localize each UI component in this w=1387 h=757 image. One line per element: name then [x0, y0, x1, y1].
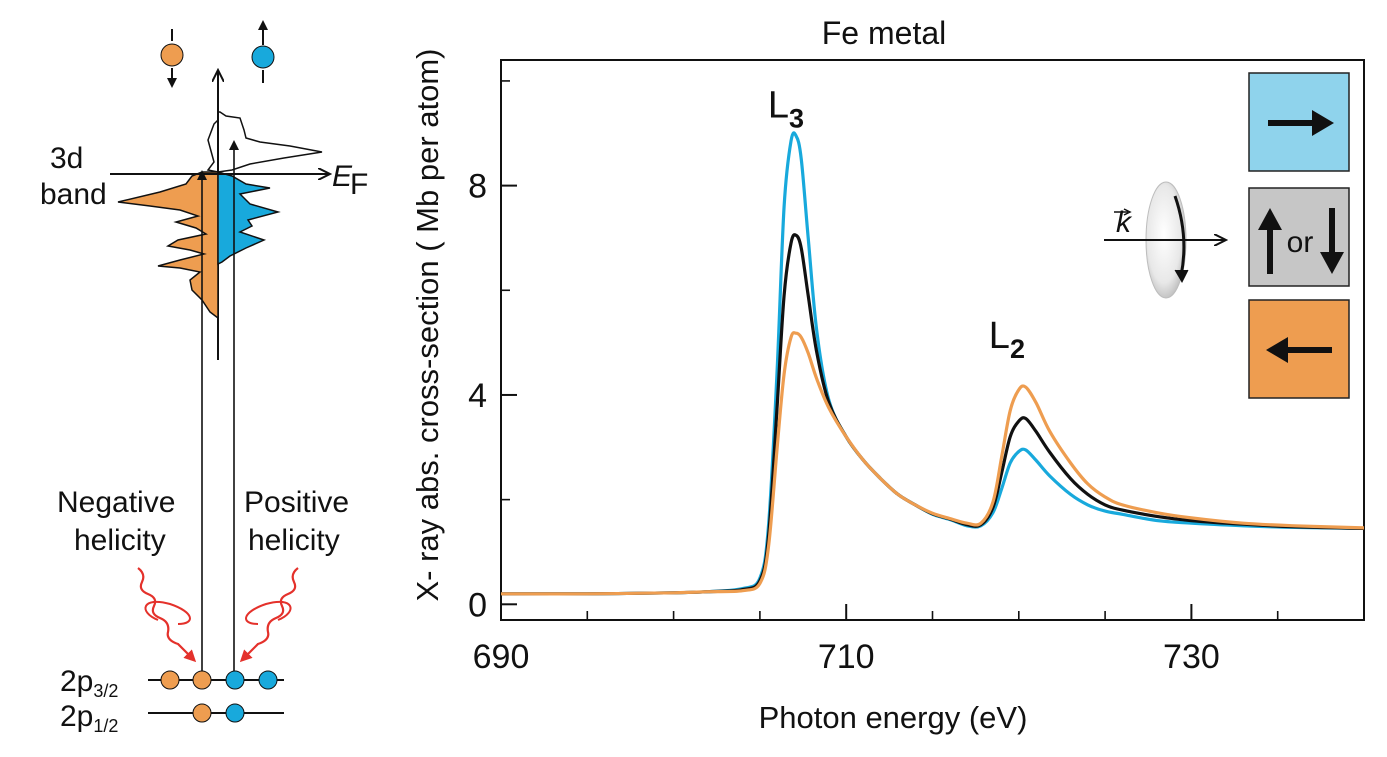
- y-tick-label: 8: [468, 168, 487, 206]
- peak-label: L3: [768, 85, 804, 134]
- series-layer: [500, 131, 1365, 596]
- electron-icon: [225, 703, 245, 723]
- fermi-level-label: E: [332, 160, 353, 193]
- polarization-inset: or k: [1104, 72, 1350, 399]
- series-line-negative-helicity: [500, 331, 1365, 596]
- level-2p12-label: 2p1/2: [60, 700, 118, 736]
- series-line-linear: [500, 233, 1365, 596]
- band-label-line2: band: [40, 178, 107, 211]
- x-axis-title: Photon energy (eV): [759, 700, 1028, 735]
- dos-spin-up-empty: [217, 111, 323, 173]
- level-2p32-label: 2p3/2: [60, 665, 118, 701]
- y-axis-title: X- ray abs. cross-section ( Mb per atom): [410, 49, 445, 602]
- y-tick-label: 0: [468, 586, 487, 624]
- electron-icon: [258, 670, 278, 690]
- peak-label: L2: [989, 315, 1025, 364]
- k-vector-label: k: [1116, 206, 1133, 239]
- dos-spin-down-filled: [117, 171, 219, 320]
- or-label: or: [1287, 226, 1314, 259]
- peak-annotations: L3 L2: [768, 85, 1025, 364]
- axis-tick-labels: 690 710 730 0 4 8: [468, 168, 1220, 676]
- wave-vector-icon: k: [1104, 181, 1226, 299]
- y-tick-label: 4: [468, 377, 487, 415]
- negative-helicity-label-2: helicity: [74, 524, 166, 557]
- electron-icon: [192, 670, 212, 690]
- up-arrow-icon: [1258, 208, 1282, 274]
- x-tick-label: 690: [473, 638, 530, 676]
- photon-negative-helicity-circle: [144, 600, 191, 625]
- positive-helicity-label-2: helicity: [248, 524, 340, 557]
- electron-icon: [160, 670, 180, 690]
- left-arrow-icon: [1266, 337, 1332, 363]
- down-arrow-icon: [1320, 208, 1344, 274]
- spectrum-chart: Fe metal 690 710 730 0 4 8 L3 L2 Photon energy…: [410, 15, 1365, 735]
- band-diagram: E F 3d band Negative helicity Positive h…: [40, 20, 368, 736]
- dos-spin-up-filled: [217, 171, 281, 266]
- fermi-level-subscript: F: [350, 168, 368, 201]
- dos-spin-down-empty: [206, 119, 219, 173]
- x-tick-label: 730: [1163, 638, 1220, 676]
- photon-negative-helicity-icon: [137, 567, 197, 663]
- x-tick-label: 710: [818, 638, 875, 676]
- plot-frame: [500, 59, 1365, 621]
- photon-positive-helicity-icon: [239, 567, 299, 663]
- photon-positive-helicity-circle: [245, 600, 292, 625]
- electron-icon: [225, 670, 245, 690]
- band-label-line1: 3d: [50, 142, 83, 175]
- spin-up-electron-icon: [251, 20, 275, 83]
- axis-ticks: [500, 80, 1279, 620]
- chart-title: Fe metal: [822, 15, 946, 51]
- spin-down-electron-icon: [160, 29, 184, 88]
- negative-helicity-label-1: Negative: [57, 486, 175, 519]
- electron-icon: [192, 703, 212, 723]
- positive-helicity-label-1: Positive: [244, 486, 349, 519]
- right-arrow-icon: [1268, 110, 1334, 136]
